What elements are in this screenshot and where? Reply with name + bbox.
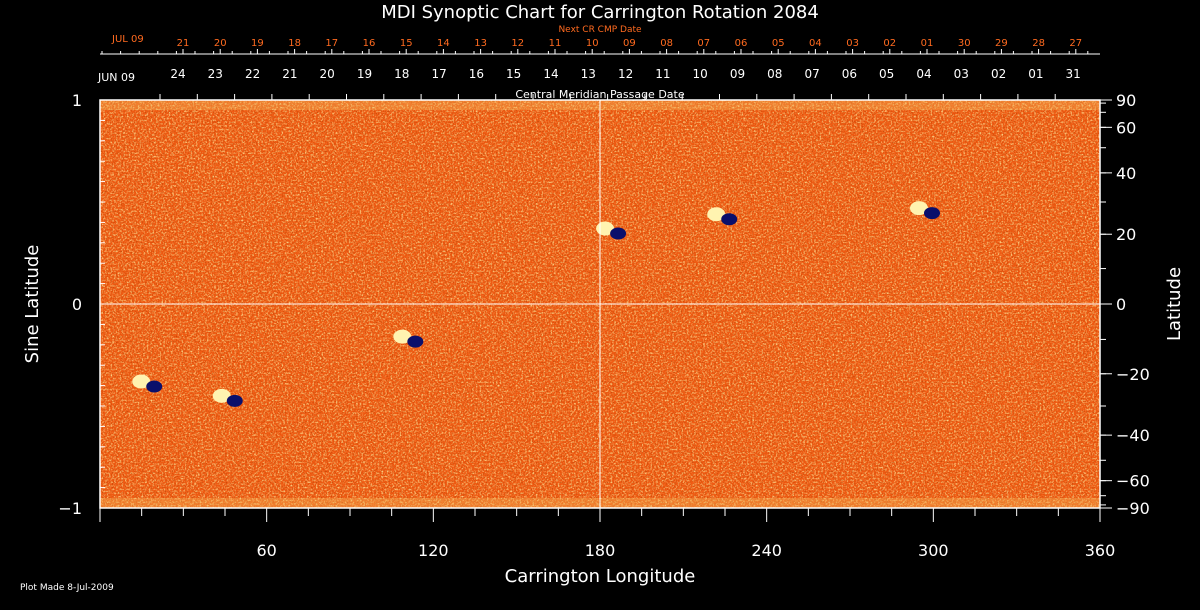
- cmp-date-label: 03: [954, 67, 969, 81]
- next-date-label: 12: [511, 38, 524, 49]
- right-tick-label: −90: [1116, 499, 1150, 518]
- next-date-label: 14: [437, 38, 450, 49]
- top-axis: [100, 49, 1100, 100]
- next-date-label: 19: [251, 38, 264, 49]
- chart-title: MDI Synoptic Chart for Carrington Rotati…: [381, 2, 819, 23]
- right-tick-label: 20: [1116, 225, 1136, 244]
- left-tick-label: 1: [72, 91, 82, 110]
- next-date-label: 13: [474, 38, 487, 49]
- cmp-date-label: 15: [506, 67, 521, 81]
- left-axis: 1 0 −1: [58, 91, 110, 518]
- next-date-label: 04: [809, 38, 822, 49]
- active-region-4-negative: [146, 380, 163, 393]
- cmp-date-label: 23: [208, 67, 223, 81]
- left-tick-label: 0: [72, 295, 82, 314]
- next-date-label: 21: [177, 38, 190, 49]
- active-region-1-positive: [910, 201, 928, 216]
- bottom-tick-label: 300: [918, 541, 949, 560]
- active-region-3-positive: [707, 207, 726, 222]
- cmp-date-label: 06: [842, 67, 857, 81]
- right-tick-label: −40: [1116, 426, 1150, 445]
- right-tick-label: 0: [1116, 295, 1126, 314]
- cmp-date-label: 22: [245, 67, 260, 81]
- cmp-date-label: 09: [730, 67, 745, 81]
- cmp-axis-label: Central Meridian Passage Date: [515, 88, 684, 101]
- active-region-4-positive: [132, 374, 151, 389]
- next-date-label: 01: [921, 38, 934, 49]
- cmp-date-label: 11: [655, 67, 670, 81]
- active-region-6-positive: [393, 329, 412, 344]
- cmp-date-label: 12: [618, 67, 633, 81]
- right-axis: 90 60 40 20 0 −20 −40 −60 −90: [1100, 91, 1150, 518]
- next-date-label: 11: [549, 38, 562, 49]
- next-date-label: 20: [214, 38, 227, 49]
- cmp-date-label: 16: [469, 67, 484, 81]
- next-date-label: 06: [735, 38, 748, 49]
- cmp-date-label: 13: [581, 67, 596, 81]
- right-tick-label: −60: [1116, 472, 1150, 491]
- active-region-2-negative: [610, 227, 627, 240]
- y-axis-label-right: Latitude: [1164, 267, 1185, 341]
- cmp-date-label: 19: [357, 67, 372, 81]
- bottom-tick-label: 240: [751, 541, 782, 560]
- bottom-tick-label: 120: [418, 541, 449, 560]
- plot-made-label: Plot Made 8-Jul-2009: [20, 583, 114, 593]
- cmp-date-label: 24: [170, 67, 185, 81]
- active-region-3-negative: [721, 213, 738, 226]
- next-month-label: JUL 09: [111, 34, 144, 45]
- cmp-date-label: 10: [693, 67, 708, 81]
- next-date-label: 05: [772, 38, 785, 49]
- cmp-date-label: 31: [1066, 67, 1081, 81]
- cmp-date-label: 18: [394, 67, 409, 81]
- right-tick-label: 40: [1116, 164, 1136, 183]
- active-region-1-negative: [924, 207, 940, 220]
- x-axis-label: Carrington Longitude: [505, 566, 696, 587]
- bottom-axis: 60 120 180 240 300 360: [99, 508, 1116, 560]
- next-cmp-dates: 21 20 19 18 17 16 15 14 13 12 11 10 09 08 07 06 05 04 03 02…: [177, 38, 1083, 49]
- cmp-date-label: 07: [804, 67, 819, 81]
- right-tick-label: 90: [1116, 91, 1136, 110]
- active-region-5-positive: [212, 388, 231, 403]
- next-date-label: 30: [958, 38, 971, 49]
- next-date-label: 07: [697, 38, 710, 49]
- cmp-date-label: 02: [991, 67, 1006, 81]
- cmp-date-label: 05: [879, 67, 894, 81]
- cmp-dates: 24 23 22 21 20 19 18 17 16 15 14 13 12 11 10 09 08 07 06 05…: [170, 67, 1080, 81]
- cmp-date-label: 20: [320, 67, 335, 81]
- cmp-date-label: 01: [1028, 67, 1043, 81]
- next-date-label: 29: [995, 38, 1008, 49]
- bottom-tick-label: 360: [1085, 541, 1116, 560]
- next-cr-label: Next CR CMP Date: [558, 25, 642, 35]
- next-date-label: 16: [363, 38, 376, 49]
- next-date-label: 03: [846, 38, 859, 49]
- next-date-label: 28: [1032, 38, 1045, 49]
- y-axis-label-left: Sine Latitude: [22, 245, 43, 364]
- cmp-month-label: JUN 09: [97, 71, 135, 84]
- cmp-date-label: 04: [916, 67, 931, 81]
- next-date-label: 02: [883, 38, 896, 49]
- next-date-label: 17: [325, 38, 338, 49]
- active-region-5-negative: [226, 394, 243, 407]
- next-date-label: 15: [400, 38, 413, 49]
- bottom-tick-label: 180: [585, 541, 616, 560]
- right-tick-label: −20: [1116, 365, 1150, 384]
- next-date-label: 08: [660, 38, 673, 49]
- next-date-label: 18: [288, 38, 301, 49]
- active-region-6-negative: [407, 335, 424, 348]
- cmp-date-label: 14: [543, 67, 558, 81]
- bottom-tick-label: 60: [256, 541, 276, 560]
- cmp-date-label: 21: [282, 67, 297, 81]
- next-date-label: 27: [1069, 38, 1082, 49]
- next-date-label: 09: [623, 38, 636, 49]
- cmp-date-label: 17: [431, 67, 446, 81]
- active-region-2-positive: [596, 221, 615, 236]
- left-tick-label: −1: [58, 499, 82, 518]
- next-date-label: 10: [586, 38, 599, 49]
- cmp-date-label: 08: [767, 67, 782, 81]
- right-tick-label: 60: [1116, 118, 1136, 137]
